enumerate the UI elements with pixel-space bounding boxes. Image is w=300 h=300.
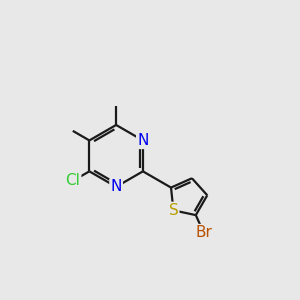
Text: S: S	[169, 203, 178, 218]
Text: N: N	[137, 133, 148, 148]
Text: Br: Br	[195, 225, 212, 240]
Text: Cl: Cl	[65, 173, 80, 188]
Text: N: N	[110, 179, 122, 194]
